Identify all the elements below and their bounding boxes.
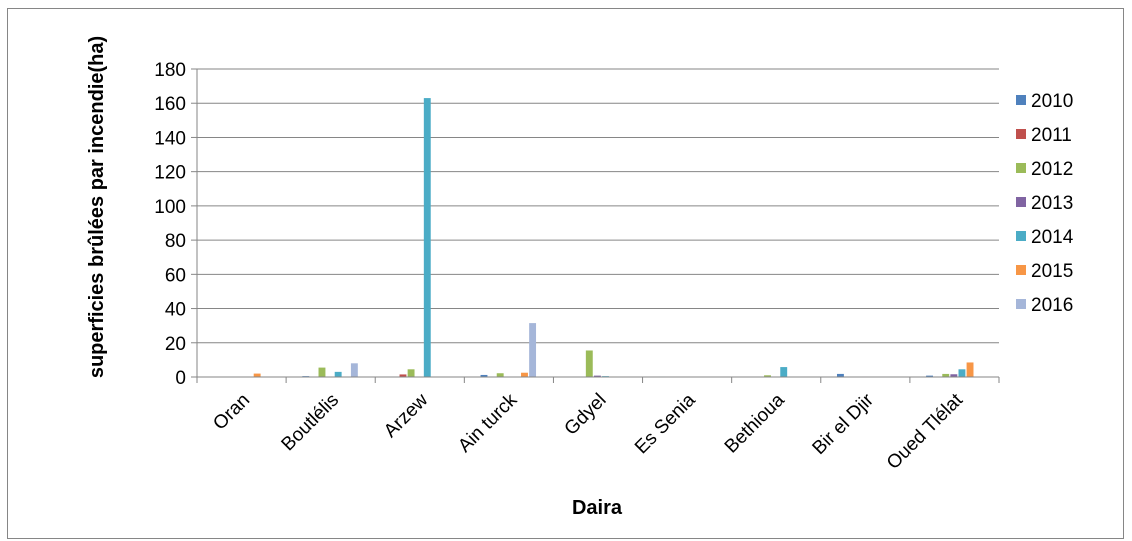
bar-2014-8 [958,369,966,377]
legend-swatch-2012 [1016,163,1026,173]
bar-2015-0 [253,373,261,377]
bar-2014-6 [780,367,788,377]
legend-label: 2012 [1031,159,1073,180]
legend: 2010 2011 2012 2013 2014 2015 2016 [1016,91,1074,316]
x-tick-label: Arzew [380,389,432,441]
bar-2012-6 [764,375,771,377]
bar-2013-8 [950,374,958,377]
x-tick-label: Oued Tlélat [883,389,968,474]
y-axis-title: superficies brûlées par incendie(ha) [86,36,108,378]
legend-swatch-2013 [1016,197,1026,207]
legend-label: 2013 [1031,193,1073,214]
bars [253,98,974,377]
bar-2010-7 [836,373,844,377]
x-tick-label: Bethioua [721,389,789,457]
y-tick-label: 180 [154,60,186,81]
y-tick-label: 100 [154,197,186,218]
axes: 0 20 40 60 80 100 120 140 160 180 Oran Boutlélis Arz… [154,60,1000,474]
legend-swatch-2015 [1016,265,1026,275]
gridlines [197,68,999,344]
bar-2010-8 [926,375,933,377]
bar-2013-4 [593,375,601,377]
bar-2010-3 [480,374,488,377]
legend-label: 2014 [1031,227,1074,248]
x-axis-title: Daira [572,497,623,519]
y-tick-label: 140 [154,128,186,149]
y-tick-label: 40 [165,300,186,321]
x-tick-label: Boutlélis [278,390,344,456]
y-tick-label: 80 [165,231,186,252]
bar-2012-2 [407,369,415,377]
legend-swatch-2010 [1016,95,1026,105]
bar-2014-1 [334,371,342,377]
bar-2012-3 [496,373,504,377]
y-tick-label: 60 [165,265,186,286]
bar-2011-2 [399,374,407,377]
bar-2012-4 [585,350,593,377]
bar-2012-8 [942,373,950,377]
y-tick-label: 120 [154,163,186,184]
bar-2015-3 [521,372,528,377]
legend-label: 2015 [1031,261,1073,282]
bar-2015-8 [966,362,974,377]
legend-label: 2010 [1031,91,1073,112]
x-tick-label: Es Senia [631,389,700,458]
bar-2016-3 [529,323,537,377]
legend-swatch-2011 [1016,129,1026,139]
x-tick-label: Bir el Djir [809,389,879,459]
x-tick-label: Ain turck [454,389,521,456]
legend-swatch-2016 [1016,299,1026,309]
chart-frame [7,8,1124,539]
bar-2012-1 [318,367,326,377]
x-tick-label: Gdyel [561,390,611,440]
legend-label: 2011 [1031,125,1072,146]
bar-2016-1 [350,363,358,377]
legend-swatch-2014 [1016,231,1026,241]
y-tick-label: 20 [165,334,186,355]
legend-label: 2016 [1031,295,1073,316]
x-tick-label: Oran [209,390,254,435]
bar-2014-2 [423,98,431,377]
y-tick-label: 160 [154,94,186,115]
y-tick-label: 0 [175,368,186,389]
